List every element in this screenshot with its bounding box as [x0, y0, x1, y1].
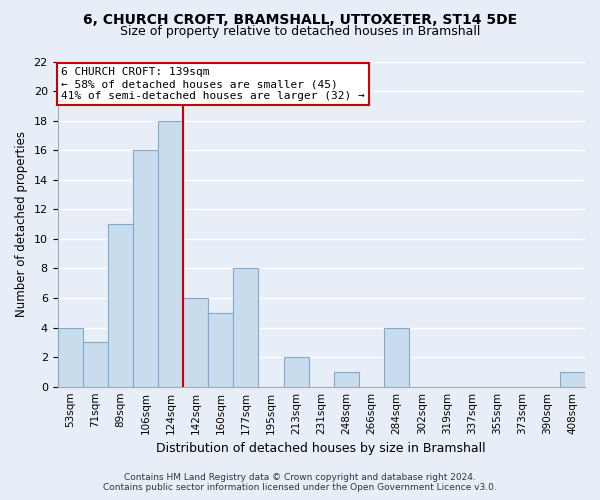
Text: 6 CHURCH CROFT: 139sqm
← 58% of detached houses are smaller (45)
41% of semi-det: 6 CHURCH CROFT: 139sqm ← 58% of detached… [61, 68, 365, 100]
Bar [108, 224, 133, 386]
Bar [133, 150, 158, 386]
Text: 6, CHURCH CROFT, BRAMSHALL, UTTOXETER, ST14 5DE: 6, CHURCH CROFT, BRAMSHALL, UTTOXETER, S… [83, 12, 517, 26]
Bar [334, 372, 359, 386]
Text: Contains HM Land Registry data © Crown copyright and database right 2024.
Contai: Contains HM Land Registry data © Crown c… [103, 473, 497, 492]
Text: Size of property relative to detached houses in Bramshall: Size of property relative to detached ho… [120, 25, 480, 38]
Bar [384, 328, 409, 386]
Bar [560, 372, 585, 386]
Bar [158, 120, 183, 386]
Bar [183, 298, 208, 386]
Bar [284, 357, 309, 386]
X-axis label: Distribution of detached houses by size in Bramshall: Distribution of detached houses by size … [157, 442, 486, 455]
Bar [208, 313, 233, 386]
Bar [233, 268, 259, 386]
Bar [58, 328, 83, 386]
Bar [83, 342, 108, 386]
Y-axis label: Number of detached properties: Number of detached properties [15, 131, 28, 317]
